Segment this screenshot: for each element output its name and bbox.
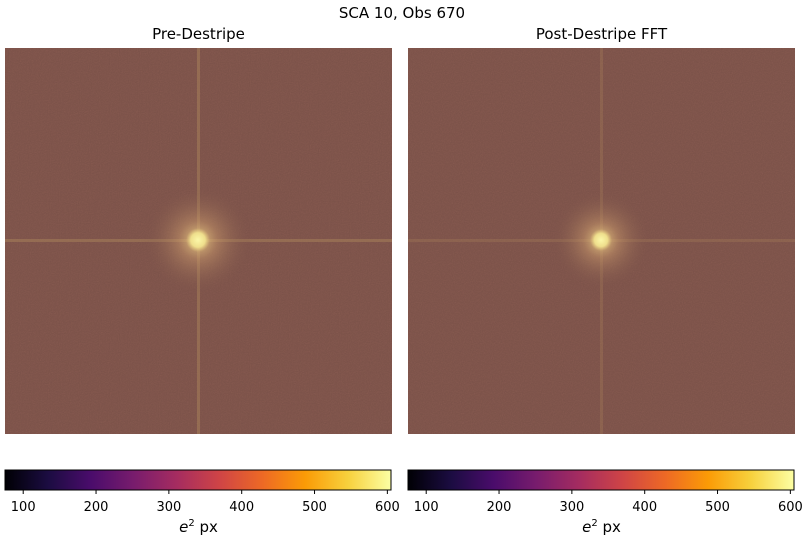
- colorbar-tick-label: 400: [632, 500, 657, 515]
- heatmap-post-destripe: [408, 48, 795, 434]
- panel-title-post-destripe: Post-Destripe FFT: [535, 25, 668, 43]
- colorbar-tick-label: 600: [778, 500, 803, 515]
- colorbar-tick-label: 600: [375, 500, 400, 515]
- colorbar-ticks: 100 200 300 400 500 600: [414, 490, 803, 515]
- colorbar-tick-label: 300: [559, 500, 584, 515]
- colorbar-label-unit: px: [199, 518, 218, 536]
- colorbar-gradient: [4, 469, 392, 491]
- panel-pre-destripe: Pre-Destripe 100 200 300 400 500 600 e2 px: [4, 0, 400, 551]
- colorbar-label-exponent: 2: [591, 518, 598, 529]
- colorbar-label-variable: e: [179, 518, 189, 536]
- colorbar-tick-label: 200: [84, 500, 109, 515]
- colorbar-label-unit: px: [602, 518, 621, 536]
- colorbar-label-variable: e: [582, 518, 592, 536]
- panel-post-destripe: Post-Destripe FFT 100 200 300 400 500 600 e2 …: [407, 0, 803, 551]
- colorbar-label-exponent: 2: [188, 518, 195, 529]
- panel-title-pre-destripe: Pre-Destripe: [152, 25, 245, 43]
- colorbar-label: e2 px: [408, 518, 795, 536]
- heatmap-pre-destripe: [5, 48, 392, 434]
- colorbar-pre-destripe: 100 200 300 400 500 600: [4, 469, 400, 515]
- colorbar-tick-label: 100: [414, 500, 439, 515]
- colorbar-tick-label: 500: [705, 500, 730, 515]
- colorbar-label: e2 px: [5, 518, 392, 536]
- figure-title: SCA 10, Obs 670: [338, 4, 466, 22]
- colorbar-tick-label: 400: [229, 500, 254, 515]
- colorbar-tick-label: 100: [11, 500, 36, 515]
- colorbar-ticks: 100 200 300 400 500 600: [11, 490, 400, 515]
- colorbar-gradient: [407, 469, 795, 491]
- central-peak: [590, 229, 612, 251]
- central-peak: [186, 228, 210, 252]
- colorbar-tick-label: 200: [487, 500, 512, 515]
- colorbar-tick-label: 300: [156, 500, 181, 515]
- colorbar-post-destripe: 100 200 300 400 500 600: [407, 469, 803, 515]
- colorbar-tick-label: 500: [302, 500, 327, 515]
